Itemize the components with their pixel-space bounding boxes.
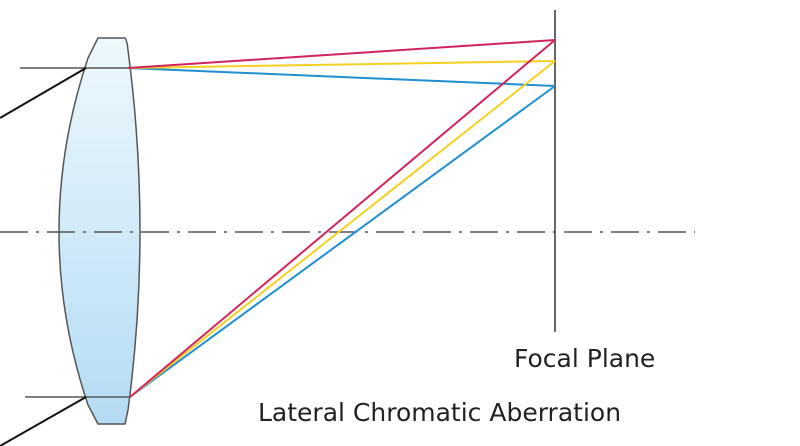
red-ray-lower — [129, 39, 556, 398]
incoming-ray-upper — [0, 67, 87, 119]
red-ray-upper — [127, 39, 556, 69]
yellow-ray-upper — [127, 60, 556, 69]
lens — [58, 37, 141, 425]
focal-plane-label: Focal Plane — [514, 344, 656, 373]
blue-ray-upper — [127, 67, 556, 87]
incoming-ray-lower — [0, 396, 87, 446]
caption: Lateral Chromatic Aberration — [258, 398, 622, 427]
yellow-ray-lower — [129, 60, 556, 398]
refracted-rays — [127, 39, 556, 398]
blue-ray-lower — [129, 85, 556, 398]
